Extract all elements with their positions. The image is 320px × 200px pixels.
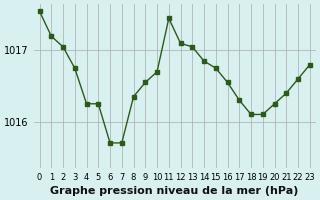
X-axis label: Graphe pression niveau de la mer (hPa): Graphe pression niveau de la mer (hPa) [51,186,299,196]
